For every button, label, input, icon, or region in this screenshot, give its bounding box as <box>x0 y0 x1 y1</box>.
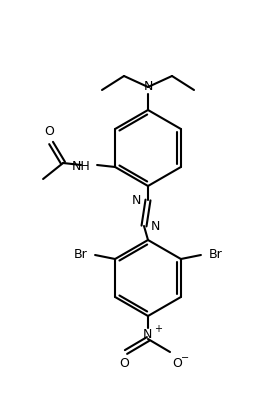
Text: O: O <box>119 357 129 370</box>
Text: N: N <box>142 327 152 340</box>
Text: +: + <box>154 324 162 334</box>
Text: N: N <box>143 80 153 93</box>
Text: Br: Br <box>73 248 87 261</box>
Text: N: N <box>132 193 141 206</box>
Text: Br: Br <box>209 248 223 261</box>
Text: −: − <box>181 353 189 363</box>
Text: N: N <box>151 220 160 233</box>
Text: O: O <box>44 125 54 138</box>
Text: NH: NH <box>71 160 90 173</box>
Text: O: O <box>172 357 182 370</box>
